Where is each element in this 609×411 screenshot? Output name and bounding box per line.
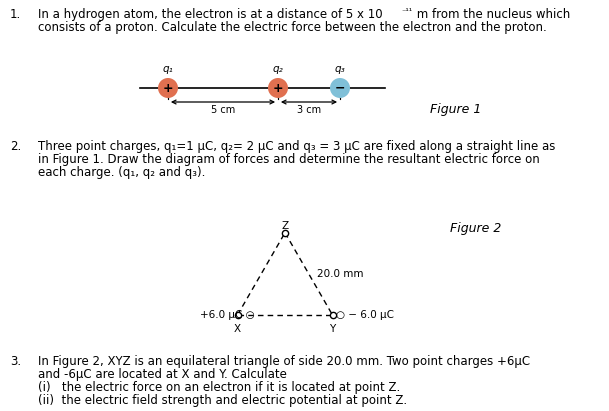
Text: 1.: 1. <box>10 8 21 21</box>
Text: Figure 1: Figure 1 <box>430 103 481 116</box>
Text: Y: Y <box>329 324 336 334</box>
Text: ○ − 6.0 μC: ○ − 6.0 μC <box>336 310 393 320</box>
Circle shape <box>330 78 350 98</box>
Text: m from the nucleus which: m from the nucleus which <box>413 8 570 21</box>
Text: X: X <box>234 324 241 334</box>
Text: (ii)  the electric field strength and electric potential at point Z.: (ii) the electric field strength and ele… <box>38 394 407 407</box>
Text: (i)   the electric force on an electron if it is located at point Z.: (i) the electric force on an electron if… <box>38 381 400 394</box>
Text: Z: Z <box>281 221 289 231</box>
Text: each charge. (q₁, q₂ and q₃).: each charge. (q₁, q₂ and q₃). <box>38 166 205 179</box>
Text: Figure 2: Figure 2 <box>450 222 501 235</box>
Text: −: − <box>335 81 345 95</box>
Text: ⁻¹¹: ⁻¹¹ <box>401 7 412 16</box>
Text: Three point charges, q₁=1 μC, q₂= 2 μC and q₃ = 3 μC are fixed along a straight : Three point charges, q₁=1 μC, q₂= 2 μC a… <box>38 140 555 153</box>
Text: +: + <box>163 81 174 95</box>
Text: In a hydrogen atom, the electron is at a distance of 5 x 10: In a hydrogen atom, the electron is at a… <box>38 8 382 21</box>
Text: q₂: q₂ <box>273 64 283 74</box>
Text: In Figure 2, XYZ is an equilateral triangle of side 20.0 mm. Two point charges +: In Figure 2, XYZ is an equilateral trian… <box>38 355 530 368</box>
Text: 2.: 2. <box>10 140 21 153</box>
Text: q₁: q₁ <box>163 64 174 74</box>
Circle shape <box>268 78 288 98</box>
Circle shape <box>158 78 178 98</box>
Text: 3 cm: 3 cm <box>297 105 321 115</box>
Text: 5 cm: 5 cm <box>211 105 235 115</box>
Text: 3.: 3. <box>10 355 21 368</box>
Text: in Figure 1. Draw the diagram of forces and determine the resultant electric for: in Figure 1. Draw the diagram of forces … <box>38 153 540 166</box>
Text: 20.0 mm: 20.0 mm <box>317 269 363 279</box>
Text: +: + <box>273 81 283 95</box>
Text: and -6μC are located at X and Y. Calculate: and -6μC are located at X and Y. Calcula… <box>38 368 287 381</box>
Text: consists of a proton. Calculate the electric force between the electron and the : consists of a proton. Calculate the elec… <box>38 21 547 34</box>
Text: q₃: q₃ <box>334 64 345 74</box>
Text: +6.0 μC ○: +6.0 μC ○ <box>200 310 254 320</box>
